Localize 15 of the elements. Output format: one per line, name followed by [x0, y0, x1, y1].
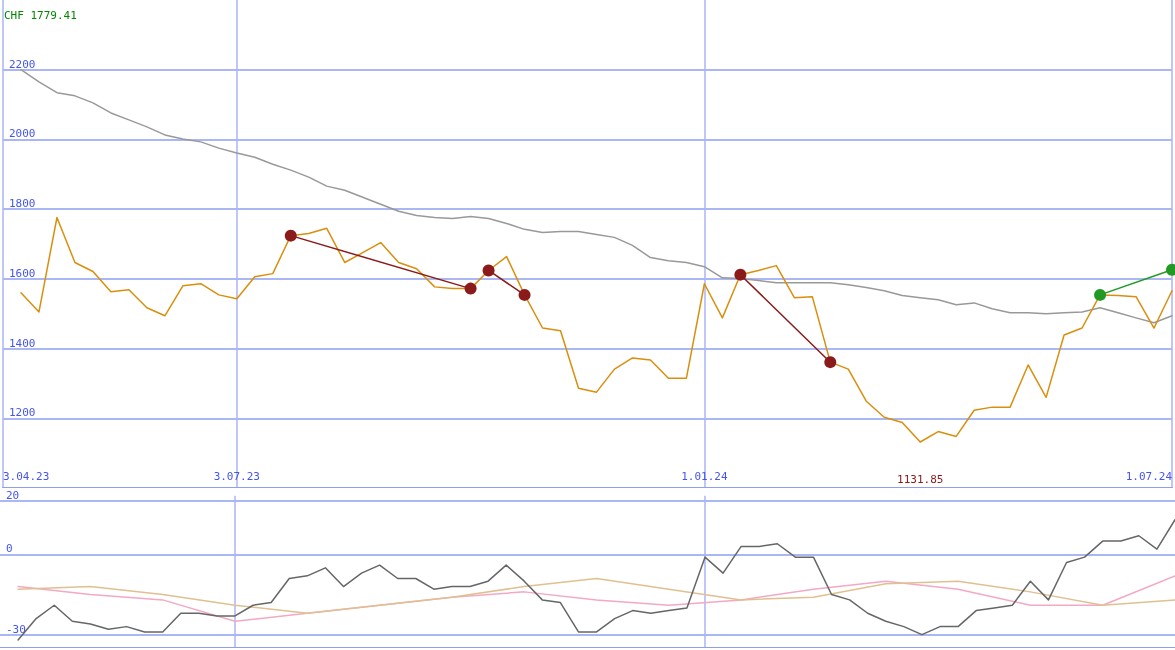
annotation: 1131.85	[897, 472, 944, 486]
y-tick-label: -30	[6, 622, 26, 636]
y-tick-label: 1800	[9, 197, 36, 211]
y-tick-label: 2200	[9, 57, 36, 71]
y-tick-label: 0	[6, 542, 13, 556]
y-tick-label: 1400	[9, 336, 36, 350]
x-tick-label: 1.01.24	[681, 470, 728, 483]
y-tick-label: 20	[6, 489, 20, 502]
x-tick-label: 1.07.24	[1125, 470, 1173, 483]
y-tick-label: 1600	[9, 266, 36, 280]
x-tick-label: 3.04.23	[3, 470, 50, 483]
x-tick-label: 3.07.23	[213, 470, 260, 483]
y-tick-label: 1200	[9, 406, 36, 420]
annotation: CHF 1779.41	[4, 9, 77, 22]
y-tick-label: 2000	[9, 127, 36, 141]
